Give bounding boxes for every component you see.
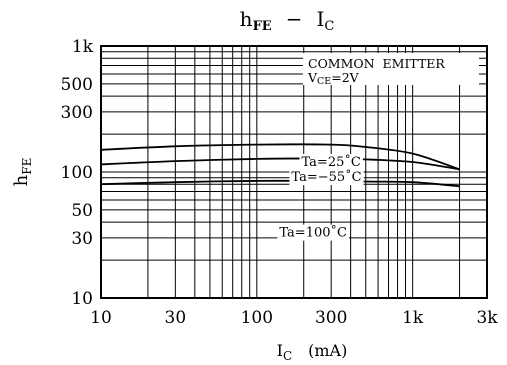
y-axis-label: hFE (11, 158, 34, 187)
series-labels: Ta=100˚C Ta=25˚CTa=−55˚C (277, 154, 364, 241)
chart-title: hFE − IC (240, 7, 335, 34)
series-label: Ta=−55˚C (291, 169, 361, 185)
x-tick-label: 30 (165, 308, 187, 328)
grid (101, 46, 487, 298)
series-label: Ta=25˚C (302, 154, 361, 170)
series-label-bg (289, 169, 364, 186)
annotation-line2: VCE=2V (307, 70, 360, 87)
x-tick-label: 1k (402, 308, 424, 328)
y-tick-label: 100 (61, 163, 93, 183)
x-tick-label: 100 (241, 308, 273, 328)
plot-frame (100, 45, 488, 299)
x-tick-label: 3k (476, 308, 498, 328)
x-tick-label: 300 (315, 308, 347, 328)
series-label-bg (277, 224, 350, 241)
series-label-bg (299, 154, 363, 171)
y-tick-label: 30 (71, 229, 93, 249)
y-tick-label: 1k (72, 37, 94, 57)
annotation-box (303, 53, 479, 85)
y-tick-label: 10 (71, 289, 93, 309)
annotation-line1: COMMON EMITTER (308, 56, 445, 71)
y-tick-label: 500 (61, 75, 93, 95)
tick-labels: 10 30 100 300 1k 3k 10 30 50 100 300 500 1k (61, 37, 499, 328)
series-line (100, 143, 460, 171)
y-tick-label: 300 (61, 103, 93, 123)
series-label: Ta=100˚C (279, 225, 347, 241)
x-axis-label: IC (mA) (277, 341, 348, 363)
y-tick-label: 50 (71, 201, 93, 221)
x-tick-label: 10 (90, 308, 112, 328)
